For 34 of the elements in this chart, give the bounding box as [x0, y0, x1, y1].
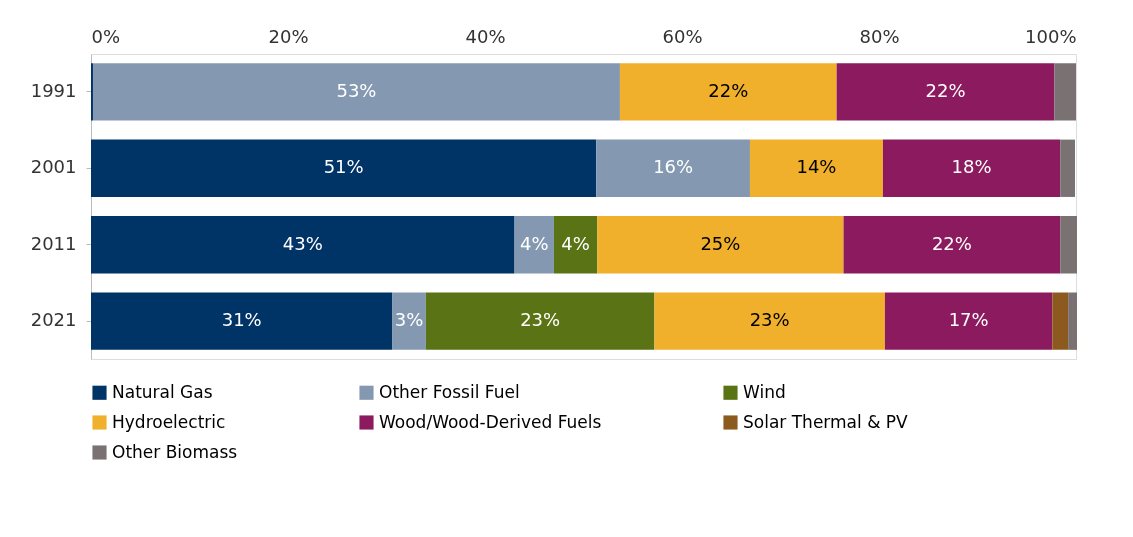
data-label: 31% — [221, 309, 262, 331]
y-tick-label: 2001 — [30, 156, 77, 178]
data-label: 22% — [925, 79, 966, 101]
data-label: 23% — [520, 309, 561, 331]
data-label: 3% — [394, 309, 424, 331]
legend-label: Hydroelectric — [112, 411, 226, 432]
legend-label: Solar Thermal & PV — [743, 411, 909, 432]
x-tick-label: 80% — [859, 25, 900, 47]
data-label: 23% — [749, 309, 790, 331]
data-label: 4% — [519, 232, 549, 254]
x-tick-label: 0% — [91, 25, 121, 47]
x-tick-label: 20% — [268, 25, 309, 47]
data-label: 22% — [931, 232, 972, 254]
data-label: 4% — [561, 232, 590, 254]
data-label: 25% — [700, 232, 741, 254]
data-label: 53% — [336, 79, 377, 101]
x-tick-label: 60% — [662, 25, 703, 47]
data-label: 17% — [948, 309, 989, 331]
data-label: 18% — [951, 156, 992, 178]
legend-label: Other Biomass — [112, 441, 238, 462]
data-label: 14% — [796, 156, 837, 178]
y-tick-label: 2021 — [30, 309, 77, 331]
legend-label: Wind — [743, 381, 786, 402]
data-label: 51% — [323, 156, 364, 178]
data-label: 16% — [653, 156, 694, 178]
data-label: 43% — [282, 232, 323, 254]
legend-label: Natural Gas — [112, 381, 213, 402]
y-tick-label: 2011 — [30, 232, 77, 254]
x-tick-label: 40% — [465, 25, 506, 47]
data-label: 22% — [708, 79, 749, 101]
legend-label: Wood/Wood-Derived Fuels — [379, 411, 602, 432]
y-tick-label: 1991 — [30, 79, 77, 101]
legend-label: Other Fossil Fuel — [379, 381, 520, 402]
x-tick-label: 100% — [1025, 25, 1077, 47]
